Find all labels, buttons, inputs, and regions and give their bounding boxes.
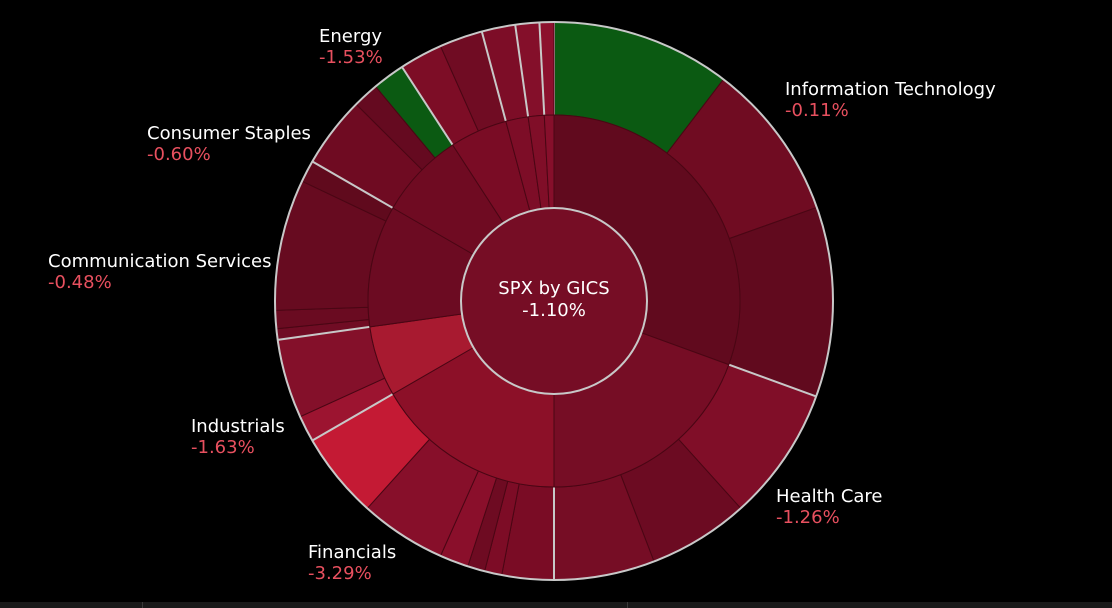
outer-border bbox=[274, 21, 834, 581]
center-text: SPX by GICS -1.10% bbox=[498, 278, 609, 321]
label-industrials: Industrials bbox=[191, 416, 285, 437]
label-energy: Energy bbox=[319, 26, 383, 47]
bottom-strip bbox=[0, 602, 1112, 608]
middle-ring bbox=[367, 114, 741, 488]
change-industrials: -1.63% bbox=[191, 437, 255, 458]
center-circle[interactable] bbox=[460, 207, 648, 395]
chart-title: SPX by GICS bbox=[498, 278, 609, 299]
change-health-care: -1.26% bbox=[776, 507, 840, 528]
constituent-arc-information-technology-2[interactable] bbox=[728, 206, 834, 398]
change-communication-services: -0.48% bbox=[48, 272, 112, 293]
label-communication-services: Communication Services bbox=[48, 251, 272, 272]
change-financials: -3.29% bbox=[308, 563, 372, 584]
change-consumer-staples: -0.60% bbox=[147, 144, 211, 165]
strip-divider bbox=[627, 602, 628, 608]
change-information-technology: -0.11% bbox=[785, 100, 849, 121]
change-energy: -1.53% bbox=[319, 47, 383, 68]
label-financials: Financials bbox=[308, 542, 397, 563]
label-consumer-staples: Consumer Staples bbox=[147, 123, 311, 144]
label-information-technology: Information Technology bbox=[785, 79, 996, 100]
chart-total-change: -1.10% bbox=[522, 300, 586, 321]
outer-ring bbox=[274, 21, 834, 581]
strip-divider bbox=[142, 602, 143, 608]
center-disc bbox=[460, 207, 648, 395]
label-health-care: Health Care bbox=[776, 486, 883, 507]
